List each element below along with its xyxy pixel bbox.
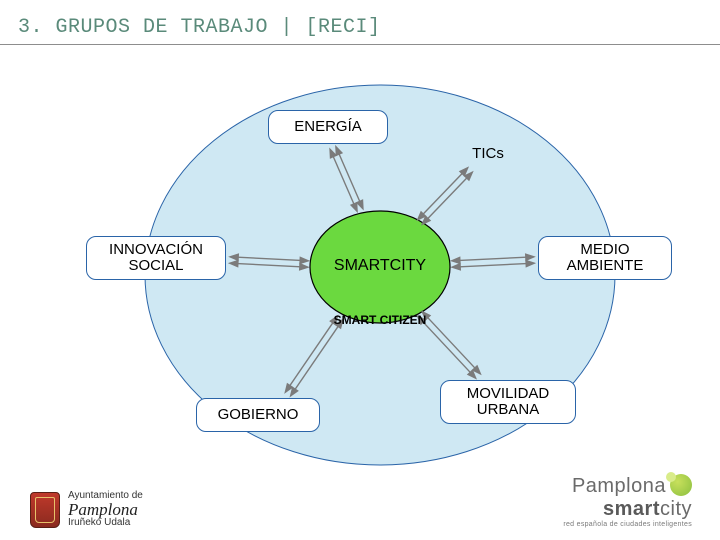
node-gobierno: GOBIERNO bbox=[196, 398, 320, 432]
logo-right-sub: red española de ciudades inteligentes bbox=[563, 521, 692, 528]
node-movilidad: MOVILIDADURBANA bbox=[440, 380, 576, 424]
brand-dot-icon bbox=[670, 474, 692, 496]
brand-tail: city bbox=[660, 498, 692, 520]
node-tics: TICs bbox=[458, 146, 518, 168]
node-energia: ENERGÍA bbox=[268, 110, 388, 144]
center-sublabel: SMART CITIZEN bbox=[325, 313, 435, 327]
crest-icon bbox=[30, 492, 60, 528]
brand-bold: smart bbox=[603, 498, 660, 520]
logo-right-brand: Pamplona smartcity bbox=[563, 474, 692, 521]
node-innovacion: INNOVACIÓNSOCIAL bbox=[86, 236, 226, 280]
node-medio: MEDIOAMBIENTE bbox=[538, 236, 672, 280]
title-underline bbox=[0, 44, 720, 45]
brand-plain: Pamplona bbox=[572, 475, 666, 497]
logo-smartcity: Pamplona smartcity red española de ciuda… bbox=[563, 474, 692, 528]
logo-left-line3: Iruñeko Udala bbox=[68, 517, 130, 528]
diagram-stage: ENERGÍA TICs INNOVACIÓNSOCIAL MEDIOAMBIENTE… bbox=[0, 50, 720, 490]
page-title: 3. GRUPOS DE TRABAJO | [RECI] bbox=[18, 16, 381, 39]
center-label: SMARTCITY bbox=[325, 257, 435, 275]
logo-left-line2: Pamplona bbox=[68, 501, 143, 518]
logo-pamplona-city: Ayuntamiento de Pamplona Iruñeko Udala bbox=[30, 491, 143, 528]
footer: Ayuntamiento de Pamplona Iruñeko Udala P… bbox=[0, 478, 720, 528]
logo-left-text: Ayuntamiento de Pamplona Iruñeko Udala bbox=[68, 491, 143, 528]
